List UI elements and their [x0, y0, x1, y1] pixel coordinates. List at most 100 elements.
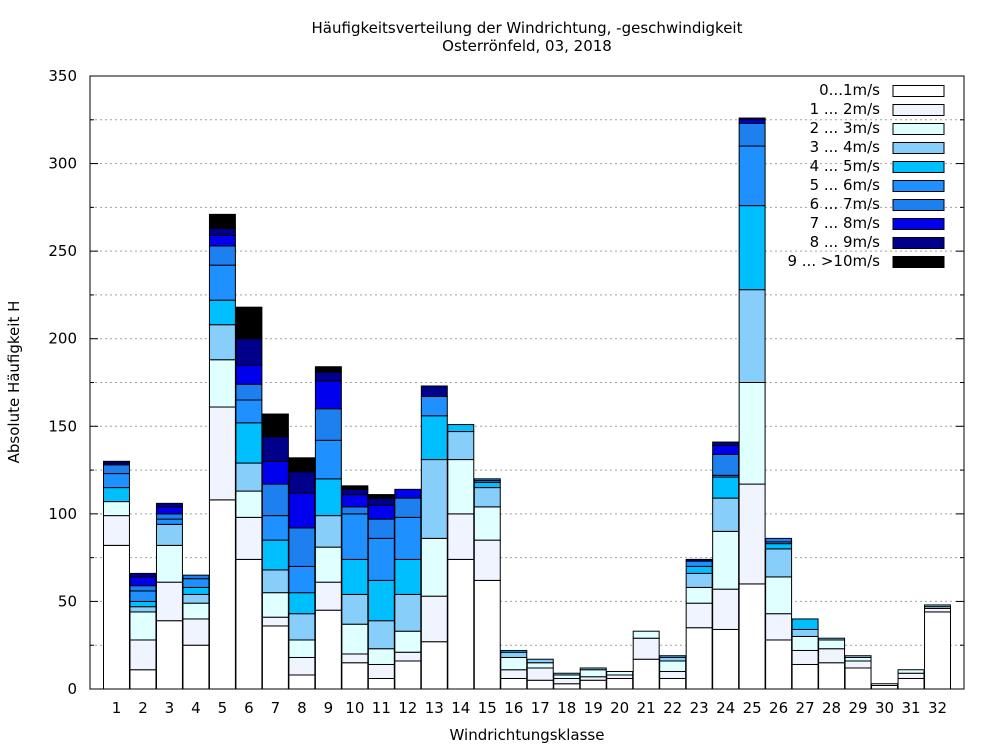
- bar-segment: [314, 546, 342, 583]
- bar-segment: [288, 674, 316, 690]
- bar-segment: [606, 674, 634, 679]
- bar-segment: [182, 602, 210, 620]
- bar-segment: [473, 478, 501, 482]
- bar-segment: [632, 637, 660, 660]
- bar-segment: [394, 593, 422, 632]
- bar-segment: [341, 506, 369, 515]
- bar-segment: [553, 672, 581, 676]
- bar-segment: [500, 677, 528, 690]
- bar-segment: [712, 453, 740, 476]
- bar-segment: [103, 487, 130, 503]
- bar-segment: [208, 245, 236, 266]
- x-tick-label: 26: [769, 699, 788, 717]
- bar-segment: [129, 590, 157, 602]
- legend-label: 4 ... 5m/s: [810, 157, 881, 175]
- bar-segment: [738, 483, 766, 585]
- legend-swatch: [892, 123, 945, 135]
- bar-segment: [314, 581, 342, 611]
- bar-segment: [208, 359, 236, 408]
- x-axis-ticks: 1 2 3 4 5 6 7 8 9 10 11 12 13 14 15 16 17 18 19 20 21 22 23 24 2…: [112, 699, 947, 717]
- bar-segment: [129, 639, 157, 671]
- bar-segment: [208, 499, 236, 690]
- bar-stack-21: [632, 630, 660, 690]
- bar-segment: [394, 651, 422, 662]
- chart-subtitle: Osterrönfeld, 03, 2018: [442, 37, 612, 55]
- x-tick-label: 19: [584, 699, 603, 717]
- bar-segment: [288, 613, 316, 641]
- bar-segment: [182, 578, 210, 588]
- bar-segment: [182, 574, 210, 580]
- bar-segment: [844, 660, 872, 669]
- legend-item: 9 ... >10m/s: [787, 252, 945, 270]
- bar-segment: [367, 648, 395, 665]
- bar-stack-4: [182, 574, 210, 690]
- bar-segment: [500, 656, 528, 671]
- bar-segment: [765, 548, 793, 578]
- bar-segment: [447, 431, 475, 461]
- bar-segment: [394, 558, 422, 595]
- legend-label: 3 ... 4m/s: [810, 138, 881, 156]
- x-tick-label: 4: [191, 699, 201, 717]
- y-tick-label: 350: [48, 67, 77, 85]
- bar-segment: [235, 490, 263, 518]
- y-tick-label: 250: [48, 242, 77, 260]
- x-tick-label: 32: [928, 699, 947, 717]
- bar-segment: [420, 385, 448, 398]
- bar-segment: [129, 669, 157, 690]
- bar-segment: [659, 670, 687, 679]
- bar-segment: [367, 677, 395, 690]
- x-tick-label: 24: [716, 699, 735, 717]
- bar-segment: [261, 460, 289, 485]
- x-tick-label: 30: [875, 699, 894, 717]
- legend-label: 2 ... 3m/s: [810, 119, 881, 137]
- bar-stack-22: [659, 655, 687, 690]
- bar-segment: [924, 611, 951, 690]
- bar-segment: [235, 516, 263, 560]
- bar-segment: [818, 637, 846, 641]
- bar-segment: [500, 649, 528, 653]
- y-tick-label: 50: [58, 592, 77, 610]
- bar-segment: [155, 620, 183, 690]
- x-tick-label: 1: [112, 699, 122, 717]
- bar-stack-16: [500, 649, 528, 690]
- legend-item: 1 ... 2m/s: [810, 100, 945, 118]
- legend-swatch: [892, 237, 945, 249]
- x-tick-label: 17: [531, 699, 550, 717]
- x-tick-label: 27: [796, 699, 815, 717]
- x-tick-label: 5: [218, 699, 228, 717]
- bar-segment: [314, 609, 342, 690]
- bar-segment: [367, 497, 395, 506]
- bar-segment: [261, 515, 289, 541]
- bar-segment: [738, 382, 766, 485]
- bar-segment: [367, 579, 395, 622]
- bar-segment: [420, 415, 448, 461]
- bar-segment: [155, 506, 183, 515]
- bar-segment: [367, 504, 395, 520]
- bar-segment: [103, 544, 130, 690]
- x-tick-label: 15: [478, 699, 497, 717]
- bar-segment: [738, 145, 766, 207]
- x-tick-label: 22: [663, 699, 682, 717]
- bar-stack-10: [341, 485, 369, 690]
- bar-stack-14: [447, 424, 475, 690]
- bar-segment: [261, 569, 289, 594]
- bar-segment: [103, 473, 130, 489]
- x-tick-label: 11: [372, 699, 391, 717]
- x-tick-label: 10: [345, 699, 364, 717]
- bar-segment: [261, 483, 289, 517]
- bar-segment: [314, 478, 342, 517]
- y-axis-ticks: 0 50 100 150 200 250 300 350: [48, 67, 964, 698]
- bar-segment: [261, 436, 289, 462]
- legend-label: 1 ... 2m/s: [810, 100, 881, 118]
- bar-segment: [341, 662, 369, 690]
- bar-segment: [208, 213, 236, 229]
- bar-segment: [844, 667, 872, 690]
- bar-segment: [526, 679, 554, 690]
- bar-segment: [288, 457, 316, 473]
- legend-label: 7 ... 8m/s: [810, 214, 881, 232]
- x-tick-label: 23: [690, 699, 709, 717]
- bar-stack-18: [553, 672, 581, 690]
- bar-segment: [712, 497, 740, 532]
- bar-stack-8: [288, 457, 316, 690]
- x-tick-label: 9: [324, 699, 334, 717]
